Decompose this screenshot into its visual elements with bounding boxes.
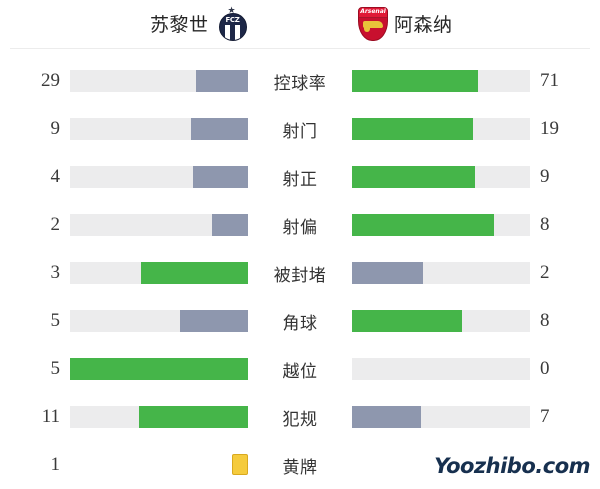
home-value: 29 [41, 70, 60, 91]
away-bar-fill [352, 214, 495, 236]
stat-row: 11 犯规 7 [0, 393, 600, 441]
crest-top-band [359, 8, 387, 18]
away-value: 71 [540, 70, 559, 91]
card-row: 1 黄牌 [0, 441, 600, 489]
away-bar-track [352, 358, 530, 380]
crest-stripes [219, 25, 246, 40]
cannon-icon [363, 21, 383, 32]
home-value: 2 [50, 214, 61, 235]
away-bar-fill [352, 118, 474, 140]
away-bar-fill [352, 166, 475, 188]
stat-row: 3 被封堵 2 [0, 249, 600, 297]
stat-label: 越位 [282, 361, 318, 381]
stat-row: 5 角球 8 [0, 297, 600, 345]
stat-label: 控球率 [273, 73, 327, 93]
home-bar-fill [192, 166, 248, 188]
away-value: 7 [540, 406, 550, 427]
home-bar-fill [139, 406, 248, 428]
away-value: 9 [540, 166, 550, 187]
home-value: 5 [50, 310, 61, 331]
home-team: 苏黎世 ★ FCZ [150, 5, 247, 41]
home-card-count: 1 [50, 454, 61, 475]
home-bar-track [70, 406, 248, 428]
away-bar-fill [352, 262, 424, 284]
crest-mark-text: FCZ [225, 16, 240, 24]
stat-label: 犯规 [282, 409, 318, 429]
stat-label: 射正 [282, 169, 318, 189]
away-team-crest-icon: Arsenal [358, 6, 388, 41]
stat-row: 2 射偏 8 [0, 201, 600, 249]
stat-row: 4 射正 9 [0, 153, 600, 201]
away-value: 2 [540, 262, 550, 283]
home-bar-track [70, 358, 248, 380]
stat-label: 被封堵 [273, 265, 327, 285]
home-bar-track [70, 166, 248, 188]
header-divider [10, 48, 590, 49]
stats-list: 29 控球率 71 9 射门 19 4 射正 9 2 射偏 8 3 被封堵 2 5 角球 8 5 越位 0 11 犯规 7 1 黄… [0, 49, 600, 489]
home-bar-fill [196, 70, 248, 92]
match-header: 苏黎世 ★ FCZ Arsenal 阿森纳 [0, 0, 600, 48]
home-bar-track [70, 70, 248, 92]
home-bar-track [70, 262, 248, 284]
away-bar-fill [352, 406, 422, 428]
site-watermark: Yoozhibo.com [434, 454, 590, 478]
stat-row: 5 越位 0 [0, 345, 600, 393]
stat-row: 9 射门 19 [0, 105, 600, 153]
crest-disc: FCZ [218, 13, 247, 41]
card-label: 黄牌 [282, 457, 318, 477]
stat-label: 射门 [282, 121, 318, 141]
away-bar-track [352, 70, 530, 92]
home-value: 9 [50, 118, 61, 139]
home-bar-track [70, 118, 248, 140]
home-card-slot [70, 454, 248, 476]
crest-star-icon: ★ [227, 5, 236, 15]
home-value: 4 [50, 166, 61, 187]
home-value: 5 [50, 358, 61, 379]
home-team-name: 苏黎世 [150, 14, 209, 36]
away-value: 8 [540, 214, 550, 235]
away-bar-fill [352, 310, 463, 332]
away-team: Arsenal 阿森纳 [358, 6, 453, 41]
home-value: 11 [41, 406, 60, 427]
crest-wordmark-text: Arsenal [360, 8, 386, 15]
away-team-name: 阿森纳 [394, 14, 453, 36]
away-value: 0 [540, 358, 550, 379]
home-bar-fill [212, 214, 248, 236]
home-bar-track [70, 310, 248, 332]
home-bar-fill [141, 262, 248, 284]
away-bar-track [352, 406, 530, 428]
away-bar-track [352, 214, 530, 236]
home-bar-fill [191, 118, 248, 140]
stat-label: 角球 [282, 313, 318, 333]
away-bar-track [352, 262, 530, 284]
stat-label: 射偏 [282, 217, 318, 237]
home-bar-fill [180, 310, 248, 332]
away-bar-track [352, 310, 530, 332]
away-value: 19 [540, 118, 559, 139]
away-bar-track [352, 166, 530, 188]
home-value: 3 [50, 262, 61, 283]
home-bar-track [70, 214, 248, 236]
yellow-card-icon [232, 454, 248, 475]
stat-row: 29 控球率 71 [0, 57, 600, 105]
away-value: 8 [540, 310, 550, 331]
away-bar-track [352, 118, 530, 140]
home-team-crest-icon: ★ FCZ [217, 5, 247, 41]
home-bar-fill [70, 358, 248, 380]
away-bar-fill [352, 70, 479, 92]
crest-shield: Arsenal [358, 7, 388, 41]
